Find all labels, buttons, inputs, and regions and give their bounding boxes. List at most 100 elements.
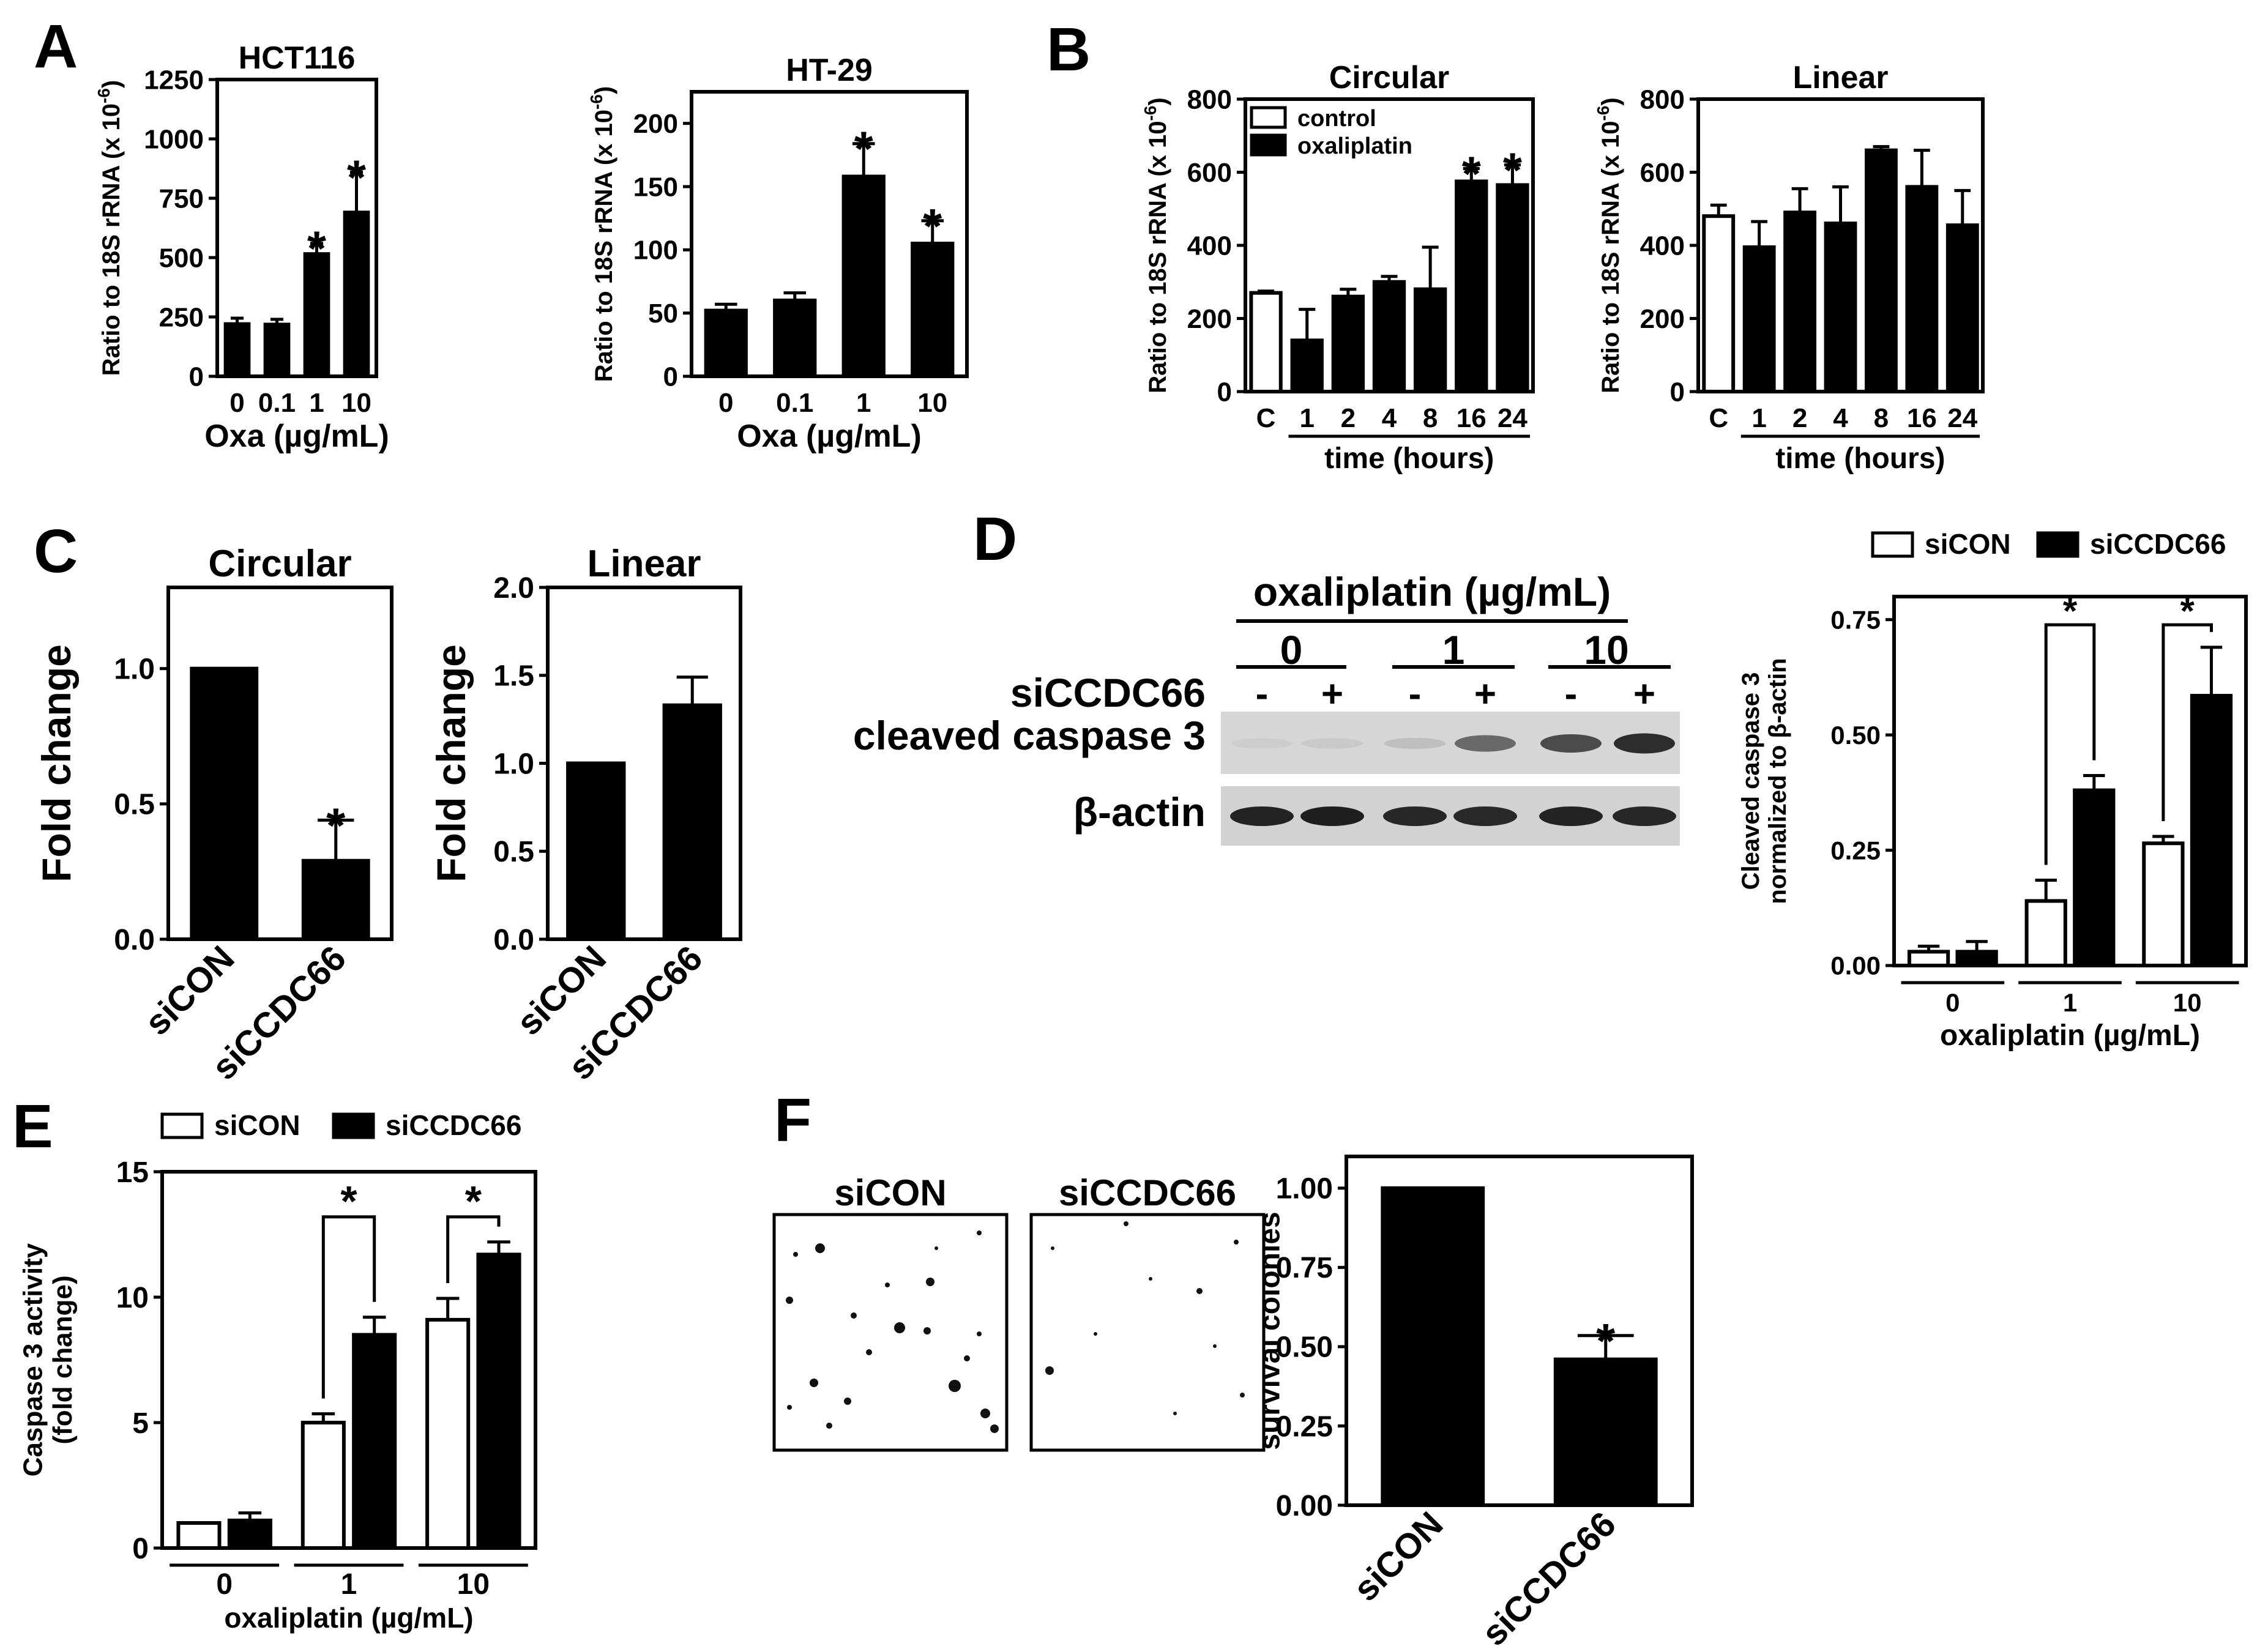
bar [263, 322, 291, 379]
blot-sign: + [1321, 673, 1343, 715]
blot-strip-caspase [1221, 712, 1680, 774]
x-axis-label: Oxa (µg/mL) [737, 419, 922, 454]
blot-band-label-caspase: cleaved caspase 3 [853, 713, 1206, 758]
y-axis-label-line2: (fold change) [48, 1275, 78, 1444]
blot-band-caspase [1614, 733, 1675, 754]
y-tick-label: 1250 [144, 65, 204, 95]
colony-dot [1124, 1221, 1128, 1226]
blot-title: oxaliplatin (µg/mL) [1253, 569, 1611, 614]
colony-dot [923, 1327, 931, 1334]
x-tick-label: 2 [1341, 403, 1356, 433]
bar [704, 308, 748, 378]
legend-swatch [332, 1112, 375, 1139]
colony-dot [1045, 1366, 1054, 1375]
bar [300, 1421, 346, 1550]
colony-dot [1094, 1332, 1097, 1336]
bar [773, 299, 817, 378]
bar [425, 1317, 471, 1550]
y-tick-label: 10 [116, 1282, 149, 1314]
significance-star: * [854, 122, 874, 176]
blot-sign: - [1409, 673, 1422, 715]
y-axis-label-text: Ratio to 18S rRNA (x 10 [98, 103, 125, 376]
y-tick-label: 0.5 [114, 789, 155, 821]
y-axis-label: Caspase 3 activity(fold change) [18, 1243, 77, 1476]
x-tick-label: 1 [856, 388, 871, 418]
chart-caspase-activity: 0 5 10 15 Caspase 3 activity(fold change) * * 0… [18, 1109, 537, 1634]
colony-label-siccdc66: siCCDC66 [1059, 1172, 1236, 1213]
y-axis-label: Ratio to 18S rRNA (x 10-6) [587, 86, 617, 382]
panel-letter-f: F [774, 1086, 811, 1155]
colony-dot [786, 1297, 793, 1304]
chart-title: Linear [1792, 60, 1888, 95]
y-tick-label: 50 [648, 299, 678, 329]
y-axis-label-text: Fold change [34, 644, 79, 882]
bar [1372, 280, 1406, 393]
colony-dot [990, 1424, 999, 1433]
colony-label-sicon: siCON [834, 1172, 946, 1213]
bar [1702, 214, 1736, 393]
legend-label: control [1297, 106, 1376, 132]
panel-letter-d: D [973, 505, 1017, 573]
x-tick-label: 4 [1833, 403, 1848, 433]
colony-dot [810, 1379, 818, 1387]
blot-band-caspase [1231, 738, 1293, 749]
colony-dot [934, 1246, 938, 1250]
x-tick-label: 0.1 [776, 388, 813, 418]
legend-swatch [160, 1112, 204, 1139]
x-tick-label: siCCDC66 [1474, 1504, 1624, 1649]
colony-dot [894, 1322, 905, 1333]
colony-dot [866, 1349, 872, 1355]
y-axis-label: Ratio to 18S rRNA (x 10-6) [1594, 97, 1624, 393]
plot-frame [160, 1170, 537, 1550]
colony-dot [1196, 1288, 1203, 1294]
x-tick-label: 8 [1423, 403, 1438, 433]
western-blot: oxaliplatin (µg/mL) 0 1 10 siCCDC66 - + - +… [853, 569, 1680, 846]
y-tick-label: 15 [116, 1156, 149, 1189]
bar [1553, 1357, 1658, 1508]
y-axis-label-text: Fold change [428, 644, 474, 882]
chart-linear-time: Linear 0 200 400 600 800 Ratio to 18S rRNA (x … [1594, 60, 1985, 475]
colony-dot [949, 1380, 961, 1392]
y-tick-label: 200 [1640, 304, 1685, 334]
bar [303, 252, 330, 378]
y-tick-label: 0.50 [1830, 721, 1881, 750]
blot-band-caspase [1302, 738, 1363, 749]
x-tick-label: 10 [2173, 988, 2202, 1017]
blot-row-label: siCCDC66 [1010, 670, 1206, 715]
colony-dot [1240, 1393, 1245, 1398]
y-tick-label: 5 [132, 1407, 149, 1440]
colony-dot [1173, 1412, 1177, 1415]
x-tick-label: 16 [1907, 403, 1937, 433]
significance-star: * [1503, 143, 1523, 198]
bar [1955, 950, 1998, 967]
x-tick-label: 0 [1945, 988, 1960, 1017]
y-tick-label: 2.0 [493, 572, 534, 605]
bar [476, 1253, 521, 1550]
y-axis-label: Cleaved caspase 3normalized to β-actin [1737, 658, 1791, 904]
x-tick-label: 2 [1792, 403, 1807, 433]
x-tick-label: 1 [309, 388, 324, 418]
y-axis-label-tail: ) [1144, 97, 1171, 105]
x-tick-label: 24 [1498, 403, 1528, 433]
panel-letter-a: A [34, 12, 78, 81]
y-tick-label: 800 [1640, 84, 1685, 114]
bar [1905, 185, 1939, 393]
chart-title: Circular [1329, 60, 1450, 95]
chart-circular-time: Circular 0 200 400 600 800 Ratio to 18S rRNA (… [1141, 60, 1535, 475]
y-tick-label: 600 [1640, 158, 1685, 188]
colony-dot [980, 1409, 990, 1418]
significance-star: * [340, 1177, 357, 1225]
blot-band-actin [1383, 806, 1447, 826]
significance-star: * [1596, 1314, 1616, 1368]
y-tick-label: 200 [633, 109, 678, 139]
blot-dose-0: 0 [1280, 627, 1303, 672]
blot-band-actin [1613, 806, 1676, 826]
x-tick-label: 0.1 [258, 388, 296, 418]
significance-star: * [307, 221, 327, 276]
panel-letter-e: E [12, 1092, 53, 1161]
colony-dot [926, 1278, 934, 1286]
plot-frame [166, 586, 394, 941]
panel-letter-c: C [34, 517, 78, 586]
